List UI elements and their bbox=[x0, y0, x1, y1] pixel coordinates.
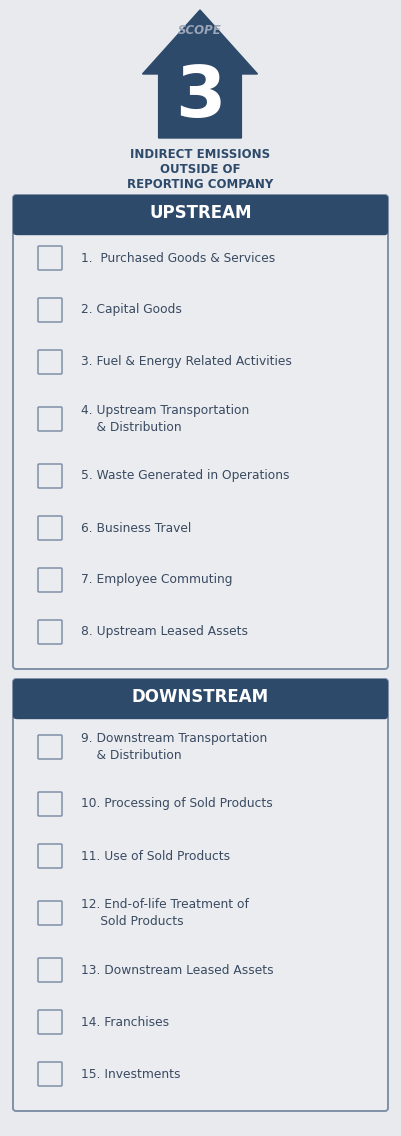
FancyBboxPatch shape bbox=[13, 679, 388, 1111]
FancyBboxPatch shape bbox=[38, 792, 62, 816]
Text: 2. Capital Goods: 2. Capital Goods bbox=[81, 303, 182, 317]
Text: 3: 3 bbox=[175, 64, 225, 133]
FancyBboxPatch shape bbox=[13, 679, 388, 719]
FancyBboxPatch shape bbox=[38, 844, 62, 868]
Text: 11. Use of Sold Products: 11. Use of Sold Products bbox=[81, 850, 230, 862]
Text: 15. Investments: 15. Investments bbox=[81, 1068, 180, 1080]
Text: 14. Franchises: 14. Franchises bbox=[81, 1016, 169, 1028]
FancyBboxPatch shape bbox=[38, 1010, 62, 1034]
Bar bbox=[16, 226, 385, 234]
Text: 6. Business Travel: 6. Business Travel bbox=[81, 521, 191, 535]
FancyBboxPatch shape bbox=[38, 1062, 62, 1086]
Text: REPORTING COMPANY: REPORTING COMPANY bbox=[127, 178, 273, 191]
FancyBboxPatch shape bbox=[38, 620, 62, 644]
Text: 5. Waste Generated in Operations: 5. Waste Generated in Operations bbox=[81, 469, 290, 483]
Text: OUTSIDE OF: OUTSIDE OF bbox=[160, 162, 240, 176]
Text: SCOPE: SCOPE bbox=[178, 24, 222, 36]
Text: UPSTREAM: UPSTREAM bbox=[149, 204, 252, 222]
Text: INDIRECT EMISSIONS: INDIRECT EMISSIONS bbox=[130, 148, 270, 161]
FancyBboxPatch shape bbox=[38, 350, 62, 374]
Bar bbox=[16, 710, 385, 718]
Text: 12. End-of-life Treatment of
     Sold Products: 12. End-of-life Treatment of Sold Produc… bbox=[81, 899, 249, 928]
FancyBboxPatch shape bbox=[38, 735, 62, 759]
Text: 3. Fuel & Energy Related Activities: 3. Fuel & Energy Related Activities bbox=[81, 356, 292, 368]
Text: 13. Downstream Leased Assets: 13. Downstream Leased Assets bbox=[81, 963, 273, 977]
FancyBboxPatch shape bbox=[38, 247, 62, 270]
Text: 1.  Purchased Goods & Services: 1. Purchased Goods & Services bbox=[81, 251, 275, 265]
Polygon shape bbox=[142, 10, 257, 137]
FancyBboxPatch shape bbox=[38, 516, 62, 540]
Text: 4. Upstream Transportation
    & Distribution: 4. Upstream Transportation & Distributio… bbox=[81, 404, 249, 434]
Text: 10. Processing of Sold Products: 10. Processing of Sold Products bbox=[81, 797, 273, 810]
Text: 9. Downstream Transportation
    & Distribution: 9. Downstream Transportation & Distribut… bbox=[81, 733, 267, 762]
FancyBboxPatch shape bbox=[38, 463, 62, 488]
FancyBboxPatch shape bbox=[38, 901, 62, 925]
Text: 7. Employee Commuting: 7. Employee Commuting bbox=[81, 574, 233, 586]
FancyBboxPatch shape bbox=[13, 195, 388, 669]
FancyBboxPatch shape bbox=[38, 298, 62, 321]
FancyBboxPatch shape bbox=[13, 195, 388, 235]
FancyBboxPatch shape bbox=[38, 568, 62, 592]
Text: 8. Upstream Leased Assets: 8. Upstream Leased Assets bbox=[81, 626, 248, 638]
Text: DOWNSTREAM: DOWNSTREAM bbox=[132, 688, 269, 705]
FancyBboxPatch shape bbox=[38, 407, 62, 431]
FancyBboxPatch shape bbox=[38, 958, 62, 982]
